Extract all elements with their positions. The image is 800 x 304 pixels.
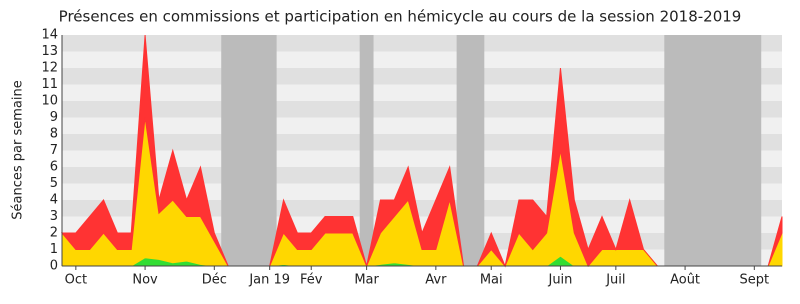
y-tick-label: 5 [50, 176, 58, 191]
y-tick-label: 0 [50, 259, 58, 274]
shaded-range [359, 35, 374, 266]
x-tick-label: Déc [202, 273, 227, 288]
y-tick-label: 2 [50, 226, 58, 241]
x-tick-label: Juil [605, 273, 625, 288]
y-tick-label: 13 [41, 44, 58, 59]
x-tick-label: Fév [300, 273, 323, 288]
area [60, 34, 783, 268]
chart-title: Présences en commissions et participatio… [59, 8, 742, 26]
x-tick-label: Jan 19 [248, 273, 290, 288]
y-tick-label: 7 [50, 143, 58, 158]
x-tick-label: Oct [65, 273, 87, 288]
y-tick-label: 14 [41, 28, 58, 43]
y-tick-label: 3 [50, 209, 58, 224]
x-tick-label: Août [670, 273, 700, 288]
y-tick-label: 6 [50, 160, 58, 175]
x-tick-label: Nov [132, 273, 158, 288]
y-tick-label: 12 [41, 61, 58, 76]
y-tick-label: 4 [50, 193, 58, 208]
x-tick-label: Avr [425, 273, 447, 288]
y-tick-label: 1 [50, 242, 58, 257]
shaded-range [664, 35, 762, 266]
y-tick-label: 8 [50, 127, 58, 142]
x-tick-label: Juin [547, 273, 572, 288]
y-tick-label: 11 [41, 77, 58, 92]
x-tick-label: Sept [740, 273, 770, 288]
y-tick-label: 9 [50, 110, 58, 125]
shaded-range [456, 35, 485, 266]
y-axis-label: Séances par semaine [11, 80, 26, 219]
x-tick-label: Mai [480, 273, 503, 288]
x-tick-label: Mar [354, 273, 379, 288]
shaded-range [221, 35, 277, 266]
y-tick-label: 10 [41, 94, 58, 109]
